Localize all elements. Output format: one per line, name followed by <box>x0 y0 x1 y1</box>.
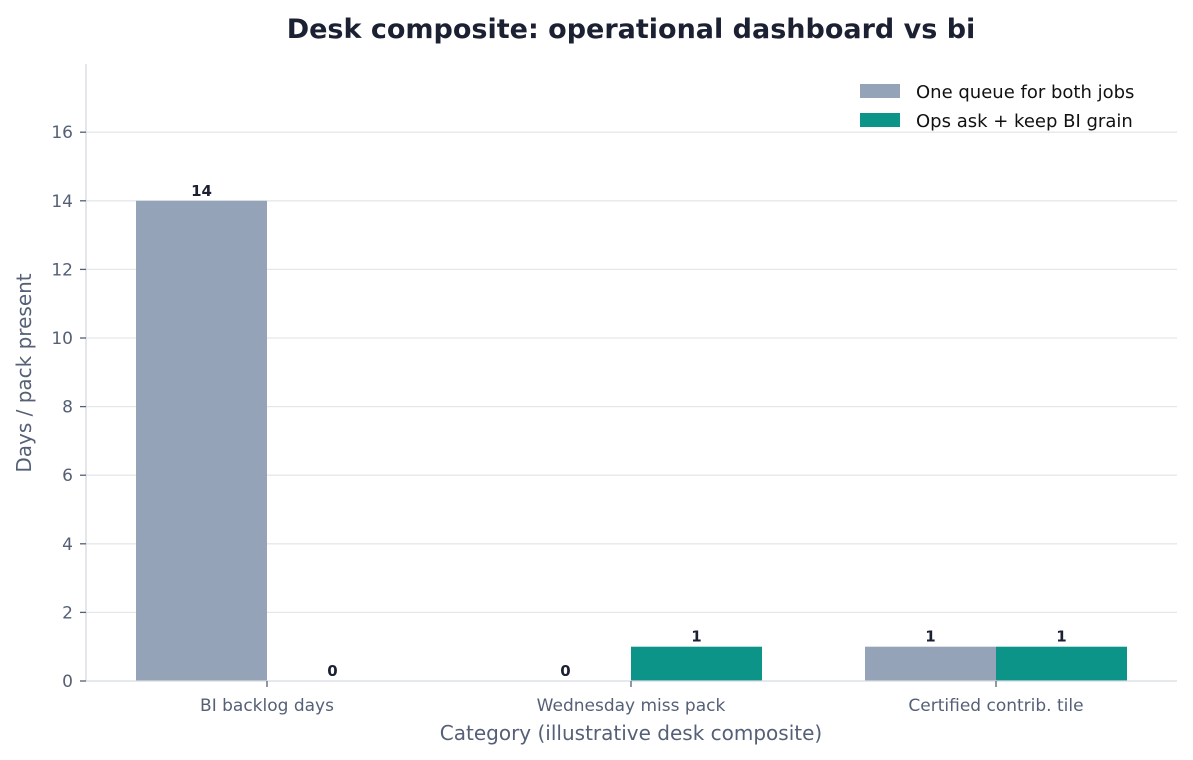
data-label: 1 <box>691 628 701 646</box>
x-tick-label: Wednesday miss pack <box>537 696 726 716</box>
gridlines <box>86 131 1177 614</box>
y-ticks: 0 2 4 6 8 10 12 14 16 <box>51 123 86 692</box>
x-tick-label: Certified contrib. tile <box>908 696 1083 716</box>
y-tick-label: 2 <box>62 603 73 623</box>
y-tick-label: 16 <box>51 123 73 143</box>
data-label: 1 <box>925 628 935 646</box>
y-axis-label: Days / pack present <box>12 273 36 472</box>
x-ticks: BI backlog days Wednesday miss pack Certif… <box>200 681 1084 716</box>
legend-label-series-1: One queue for both jobs <box>916 82 1134 103</box>
data-label: 14 <box>191 182 212 200</box>
data-label: 0 <box>327 662 337 680</box>
y-tick-label: 12 <box>51 260 73 280</box>
data-label: 0 <box>560 662 570 680</box>
chart-title: Desk composite: operational dashboard vs… <box>287 14 976 45</box>
bars <box>136 200 1127 682</box>
y-tick-label: 8 <box>62 398 73 418</box>
bar-series-2 <box>631 646 762 681</box>
y-tick-label: 14 <box>51 192 73 212</box>
legend-swatch-series-2 <box>860 113 900 127</box>
data-labels: 14 0 0 1 1 1 <box>191 182 1067 680</box>
legend-swatch-series-1 <box>860 84 900 98</box>
bar-series-2 <box>996 646 1127 681</box>
bar-series-1 <box>865 646 996 681</box>
y-tick-label: 6 <box>62 466 73 486</box>
legend-label-series-2: Ops ask + keep BI grain <box>916 111 1133 132</box>
y-tick-label: 10 <box>51 329 73 349</box>
bar-series-1 <box>136 200 267 682</box>
y-tick-label: 4 <box>62 535 73 555</box>
x-axis-label: Category (illustrative desk composite) <box>440 721 822 745</box>
legend: One queue for both jobs Ops ask + keep B… <box>860 82 1134 132</box>
x-tick-label: BI backlog days <box>200 696 334 716</box>
y-tick-label: 0 <box>62 672 73 692</box>
data-label: 1 <box>1056 628 1066 646</box>
